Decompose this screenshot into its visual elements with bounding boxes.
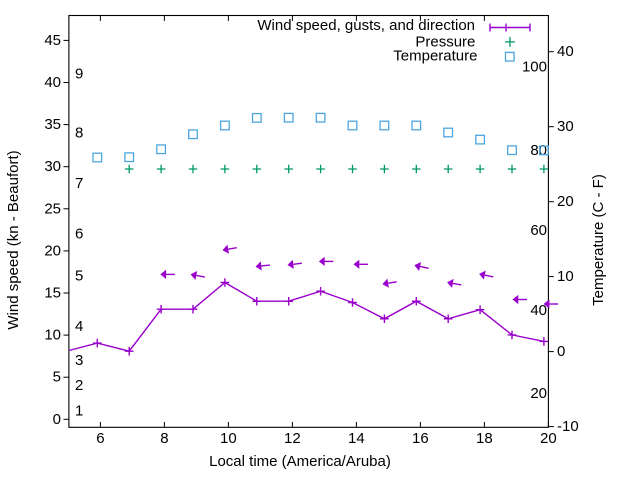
svg-text:30: 30 <box>44 158 61 175</box>
svg-text:40: 40 <box>44 74 61 91</box>
svg-text:4: 4 <box>75 318 83 335</box>
svg-text:5: 5 <box>75 268 83 285</box>
svg-text:0: 0 <box>53 411 61 428</box>
svg-text:Wind speed, gusts, and directi: Wind speed, gusts, and direction <box>257 17 475 34</box>
svg-text:Temperature (C - F): Temperature (C - F) <box>590 174 607 306</box>
svg-text:45: 45 <box>44 32 61 49</box>
svg-text:20: 20 <box>44 242 61 259</box>
svg-text:8: 8 <box>75 125 83 142</box>
svg-text:3: 3 <box>75 352 83 369</box>
svg-text:6: 6 <box>96 430 104 447</box>
svg-text:Wind speed (kn - Beaufort): Wind speed (kn - Beaufort) <box>5 150 22 329</box>
svg-text:Local time (America/Aruba): Local time (America/Aruba) <box>209 453 391 470</box>
svg-text:10: 10 <box>44 327 61 344</box>
svg-text:1: 1 <box>75 402 83 419</box>
svg-text:18: 18 <box>476 430 493 447</box>
svg-text:-10: -10 <box>557 418 579 435</box>
svg-text:7: 7 <box>75 175 83 192</box>
svg-text:35: 35 <box>44 116 61 133</box>
svg-text:16: 16 <box>412 430 429 447</box>
svg-text:15: 15 <box>44 285 61 302</box>
svg-text:10: 10 <box>557 268 574 285</box>
svg-text:12: 12 <box>284 430 301 447</box>
svg-text:40: 40 <box>557 43 574 60</box>
svg-text:10: 10 <box>220 430 237 447</box>
svg-text:6: 6 <box>75 226 83 243</box>
svg-text:Temperature: Temperature <box>393 48 477 65</box>
svg-text:2: 2 <box>75 377 83 394</box>
svg-text:25: 25 <box>44 200 61 217</box>
svg-text:100: 100 <box>522 59 547 76</box>
svg-text:14: 14 <box>348 430 365 447</box>
svg-text:20: 20 <box>540 430 557 447</box>
svg-text:20: 20 <box>557 193 574 210</box>
svg-text:8: 8 <box>160 430 168 447</box>
svg-text:80: 80 <box>530 142 547 159</box>
svg-text:5: 5 <box>53 369 61 386</box>
svg-text:9: 9 <box>75 66 83 83</box>
svg-text:30: 30 <box>557 118 574 135</box>
svg-text:20: 20 <box>530 385 547 402</box>
svg-text:0: 0 <box>557 343 565 360</box>
svg-text:60: 60 <box>530 222 547 239</box>
